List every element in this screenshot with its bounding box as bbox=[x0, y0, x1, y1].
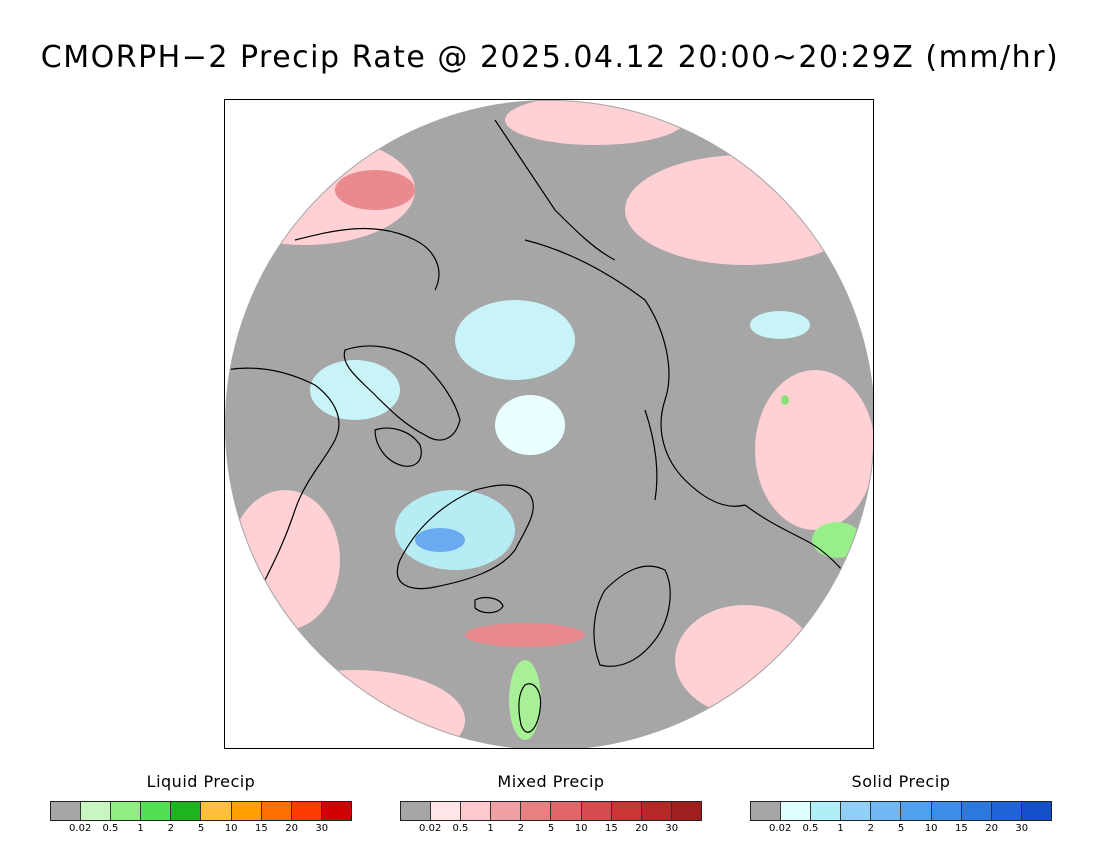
legend-swatch bbox=[991, 802, 1022, 820]
legend-swatch bbox=[611, 802, 642, 820]
legend-tick-label: 15 bbox=[955, 823, 968, 834]
legend-color-bar bbox=[50, 801, 352, 821]
mixed-precip-core bbox=[335, 170, 415, 210]
novaya-zemlya-coast bbox=[644, 409, 658, 501]
solid-precip-area bbox=[495, 395, 565, 455]
legend-tick-label: 1 bbox=[487, 823, 494, 834]
legend-tick-label: 0.5 bbox=[102, 823, 119, 834]
legend-mixed-precip: Mixed Precip 0.02 0.5 1 2 5 10 15 20 30 bbox=[400, 772, 702, 835]
legend-swatch bbox=[961, 802, 992, 820]
legend-swatch bbox=[51, 802, 82, 820]
chart-title: CMORPH−2 Precip Rate @ 2025.04.12 20:00~… bbox=[40, 40, 1060, 75]
polar-precip-map bbox=[224, 99, 874, 749]
liquid-precip-area bbox=[781, 395, 789, 405]
legend-tick-label: 0.02 bbox=[69, 823, 92, 834]
legend-tick-labels: 0.02 0.5 1 2 5 10 15 20 30 bbox=[750, 821, 1052, 835]
legend-swatch bbox=[461, 802, 492, 820]
legend-tick-label: 5 bbox=[547, 823, 555, 834]
solid-precip-area bbox=[310, 360, 400, 420]
legend-tick-label: 5 bbox=[897, 823, 905, 834]
legend-tick-label: 15 bbox=[605, 823, 618, 834]
legend-tick-label: 0.5 bbox=[452, 823, 469, 834]
iceland-coast bbox=[474, 596, 504, 614]
legend-tick-label: 30 bbox=[1015, 823, 1029, 834]
legend-tick-label: 30 bbox=[315, 823, 329, 834]
map-disk-edge bbox=[225, 100, 873, 748]
archipelago-coast bbox=[343, 345, 461, 441]
legend-title: Mixed Precip bbox=[497, 772, 605, 791]
archipelago-coast bbox=[374, 427, 422, 467]
legend-swatch bbox=[901, 802, 932, 820]
legend-swatch bbox=[401, 802, 432, 820]
legend-swatch bbox=[671, 802, 701, 820]
legend-swatch bbox=[521, 802, 552, 820]
legend-tick-labels: 0.02 0.5 1 2 5 10 15 20 30 bbox=[400, 821, 702, 835]
mixed-precip-core bbox=[465, 623, 585, 647]
legend-swatch bbox=[201, 802, 232, 820]
legend-liquid-precip: Liquid Precip 0.02 0.5 1 2 5 10 15 20 30 bbox=[50, 772, 352, 835]
greenland-coast bbox=[396, 484, 534, 590]
legend-tick-label: 5 bbox=[197, 823, 205, 834]
legend-swatch bbox=[751, 802, 782, 820]
legend-swatch bbox=[141, 802, 172, 820]
legend-tick-label: 15 bbox=[255, 823, 268, 834]
solid-precip-area bbox=[455, 300, 575, 380]
scandinavia-coast bbox=[593, 565, 671, 667]
legend-swatch bbox=[431, 802, 462, 820]
legend-tick-label: 30 bbox=[665, 823, 679, 834]
legend-swatch bbox=[581, 802, 612, 820]
siberia-coast bbox=[494, 119, 616, 261]
legend-swatch bbox=[491, 802, 522, 820]
legend-solid-precip: Solid Precip 0.02 0.5 1 2 5 10 15 20 30 bbox=[750, 772, 1052, 835]
solid-precip-area bbox=[395, 490, 515, 570]
mixed-precip-area bbox=[755, 370, 873, 530]
legend-title: Liquid Precip bbox=[146, 772, 256, 791]
legend-tick-label: 1 bbox=[137, 823, 144, 834]
legend-swatch bbox=[321, 802, 351, 820]
legend-tick-labels: 0.02 0.5 1 2 5 10 15 20 30 bbox=[50, 821, 352, 835]
legend-swatch bbox=[841, 802, 872, 820]
solid-precip-area bbox=[750, 311, 810, 339]
legend-swatch bbox=[261, 802, 292, 820]
british-isles-coast bbox=[518, 683, 542, 733]
legend-tick-label: 2 bbox=[167, 823, 174, 834]
legend-tick-label: 20 bbox=[285, 823, 298, 834]
legend-swatch bbox=[1021, 802, 1051, 820]
legend-tick-label: 0.02 bbox=[419, 823, 442, 834]
legend-tick-label: 0.02 bbox=[769, 823, 792, 834]
legend-tick-label: 20 bbox=[635, 823, 648, 834]
north-america-coast bbox=[225, 367, 340, 581]
legend-color-bar bbox=[400, 801, 702, 821]
legend-title: Solid Precip bbox=[851, 772, 951, 791]
eurasia-coast bbox=[524, 239, 746, 507]
legend-swatch bbox=[111, 802, 142, 820]
legend-tick-label: 10 bbox=[224, 823, 238, 834]
legend-tick-label: 1 bbox=[837, 823, 844, 834]
coastlines bbox=[225, 119, 866, 733]
legend-color-bar bbox=[750, 801, 1052, 821]
legend-tick-label: 0.5 bbox=[802, 823, 819, 834]
legend-swatch bbox=[781, 802, 812, 820]
legend-swatch bbox=[81, 802, 112, 820]
legend-swatch bbox=[551, 802, 582, 820]
legend-swatch bbox=[811, 802, 842, 820]
legend-tick-label: 2 bbox=[867, 823, 874, 834]
legend-tick-label: 2 bbox=[517, 823, 524, 834]
legend-tick-label: 10 bbox=[924, 823, 938, 834]
legend-tick-label: 20 bbox=[985, 823, 998, 834]
legend-swatch bbox=[871, 802, 902, 820]
legend-swatch bbox=[931, 802, 962, 820]
liquid-precip-area bbox=[509, 660, 541, 740]
legend-swatch bbox=[171, 802, 202, 820]
solid-precip-core bbox=[415, 528, 465, 552]
legend-swatch bbox=[231, 802, 262, 820]
map-canvas bbox=[225, 100, 873, 748]
legend-swatch bbox=[291, 802, 322, 820]
alaska-coast bbox=[294, 227, 440, 291]
legend-tick-label: 10 bbox=[574, 823, 588, 834]
legend-swatch bbox=[641, 802, 672, 820]
